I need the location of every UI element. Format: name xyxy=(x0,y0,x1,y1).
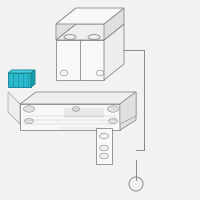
Polygon shape xyxy=(56,24,124,40)
Ellipse shape xyxy=(96,70,104,76)
Ellipse shape xyxy=(25,118,33,124)
Polygon shape xyxy=(56,8,124,24)
Ellipse shape xyxy=(60,70,68,76)
Polygon shape xyxy=(20,104,120,130)
Polygon shape xyxy=(120,92,136,130)
Polygon shape xyxy=(56,8,76,40)
Polygon shape xyxy=(56,40,104,80)
Polygon shape xyxy=(8,92,20,124)
Polygon shape xyxy=(120,92,136,124)
Polygon shape xyxy=(104,8,124,40)
Ellipse shape xyxy=(88,35,100,39)
Polygon shape xyxy=(104,24,124,80)
Ellipse shape xyxy=(100,133,108,139)
Ellipse shape xyxy=(100,145,108,151)
Polygon shape xyxy=(96,128,112,164)
Ellipse shape xyxy=(107,106,119,112)
Ellipse shape xyxy=(64,35,76,39)
Polygon shape xyxy=(8,70,35,73)
Polygon shape xyxy=(20,92,136,104)
Ellipse shape xyxy=(72,107,80,111)
Ellipse shape xyxy=(109,118,117,124)
Ellipse shape xyxy=(100,153,108,159)
Polygon shape xyxy=(31,70,35,87)
Polygon shape xyxy=(8,73,31,87)
Ellipse shape xyxy=(23,106,35,112)
